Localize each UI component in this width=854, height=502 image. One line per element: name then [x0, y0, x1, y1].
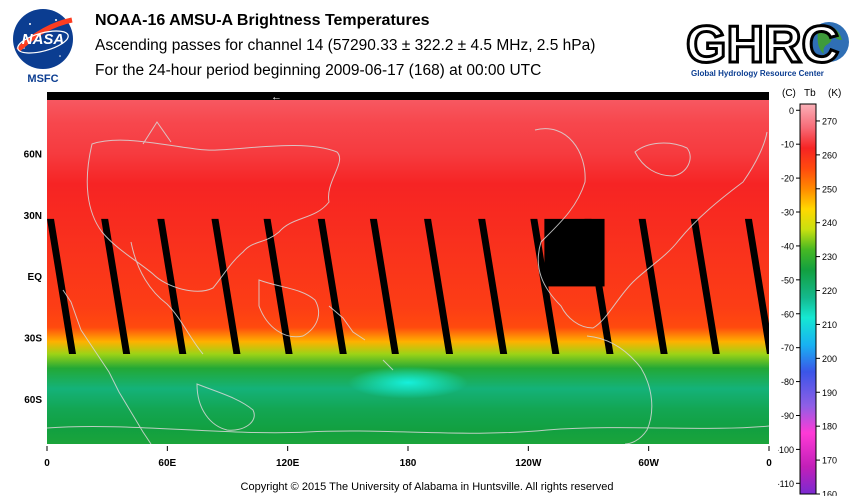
page-title: NOAA-16 AMSU-A Brightness Temperatures — [95, 12, 430, 29]
no-data-swath — [211, 218, 241, 354]
lon-tick-label: 120W — [515, 458, 542, 469]
no-data-swaths — [47, 218, 769, 354]
ghrc-caption: Global Hydrology Resource Center — [691, 69, 824, 78]
page-subtitle: Ascending passes for channel 14 (57290.3… — [95, 37, 596, 54]
colorbar-celsius-label: -60 — [781, 309, 794, 319]
colorbar-celsius-label: -70 — [781, 343, 794, 353]
lat-tick-label: 60S — [24, 395, 42, 406]
colorbar: (C) Tb (K) 0 -10 -20 -30 -40 -50 -60 -70 -80 -90 -… — [778, 88, 841, 497]
colorbar-kelvin-label: 250 — [822, 184, 837, 194]
no-data-swath — [638, 218, 668, 354]
msfc-caption: MSFC — [27, 73, 58, 84]
period-label: For the 24-hour period beginning 2009-06… — [95, 62, 542, 79]
nasa-logo: NASA MSFC — [10, 6, 76, 85]
colorbar-celsius-label: -80 — [781, 377, 794, 387]
colorbar-kelvin-label: 270 — [822, 116, 837, 126]
colorbar-celsius-label: -50 — [781, 275, 794, 285]
copyright-notice: Copyright © 2015 The University of Alaba… — [240, 481, 614, 493]
colorbar-kelvin-label: 260 — [822, 150, 837, 160]
colorbar-celsius-label: -40 — [781, 241, 794, 251]
lat-tick-label: 30S — [24, 334, 42, 345]
lon-tick-label: 0 — [766, 458, 772, 469]
colorbar-kelvin-label: 180 — [822, 422, 837, 432]
warm-spot — [348, 366, 468, 399]
polar-no-data-band — [47, 92, 769, 100]
colorbar-celsius-label: -90 — [781, 411, 794, 421]
no-data-swath — [424, 218, 454, 354]
colorbar-celsius-label: -10 — [781, 140, 794, 150]
ghrc-logo: GHRC Global Hydrology Resource Center — [685, 10, 851, 80]
no-data-swath — [101, 218, 131, 354]
colorbar-celsius-label: 0 — [789, 106, 794, 116]
colorbar-kelvin-label: 200 — [822, 354, 837, 364]
colorbar-gradient — [799, 103, 817, 495]
colorbar-celsius-label: -100 — [778, 445, 794, 455]
lat-tick-label: EQ — [28, 272, 43, 283]
colorbar-kelvin-label: 220 — [822, 286, 837, 296]
colorbar-kelvin-label: 230 — [822, 252, 837, 262]
lon-tick-label: 120E — [276, 458, 300, 469]
colorbar-kelvin-label: 160 — [822, 490, 837, 497]
no-data-swath — [744, 218, 769, 354]
no-data-swath — [690, 218, 720, 354]
colorbar-celsius-label: -110 — [778, 479, 794, 489]
colorbar-kelvin-label: 170 — [822, 456, 837, 466]
longitude-axis: 0 60E 120E 180 120W 60W 0 — [44, 446, 772, 469]
colorbar-unit-celsius: (C) — [782, 88, 796, 99]
ghrc-logo-text: GHRC — [686, 16, 839, 74]
no-data-swath — [263, 218, 293, 354]
lat-tick-label: 30N — [24, 211, 42, 222]
no-data-swath — [369, 218, 399, 354]
colorbar-kelvin-label: 240 — [822, 218, 837, 228]
colorbar-celsius-label: -30 — [781, 208, 794, 218]
colorbar-unit-kelvin: (K) — [828, 88, 841, 99]
lon-tick-label: 0 — [44, 458, 50, 469]
coastlines — [47, 121, 769, 444]
colorbar-unit-tb: Tb — [804, 88, 816, 99]
lon-tick-label: 60W — [638, 458, 659, 469]
latitude-axis: 60N 30N EQ 30S 60S — [24, 149, 43, 406]
no-data-swath — [478, 218, 508, 354]
no-data-swath — [47, 218, 76, 354]
lon-tick-label: 180 — [400, 458, 417, 469]
no-data-swath — [317, 218, 347, 354]
nasa-logo-text: NASA — [22, 31, 65, 48]
lat-tick-label: 60N — [24, 149, 42, 160]
lon-tick-label: 60E — [158, 458, 176, 469]
colorbar-celsius-label: -20 — [781, 174, 794, 184]
colorbar-kelvin-label: 190 — [822, 388, 837, 398]
orbit-direction-arrow: ← — [271, 92, 282, 103]
colorbar-kelvin-label: 210 — [822, 320, 837, 330]
no-data-box — [544, 218, 605, 287]
brightness-temperature-map: ← — [47, 92, 769, 444]
